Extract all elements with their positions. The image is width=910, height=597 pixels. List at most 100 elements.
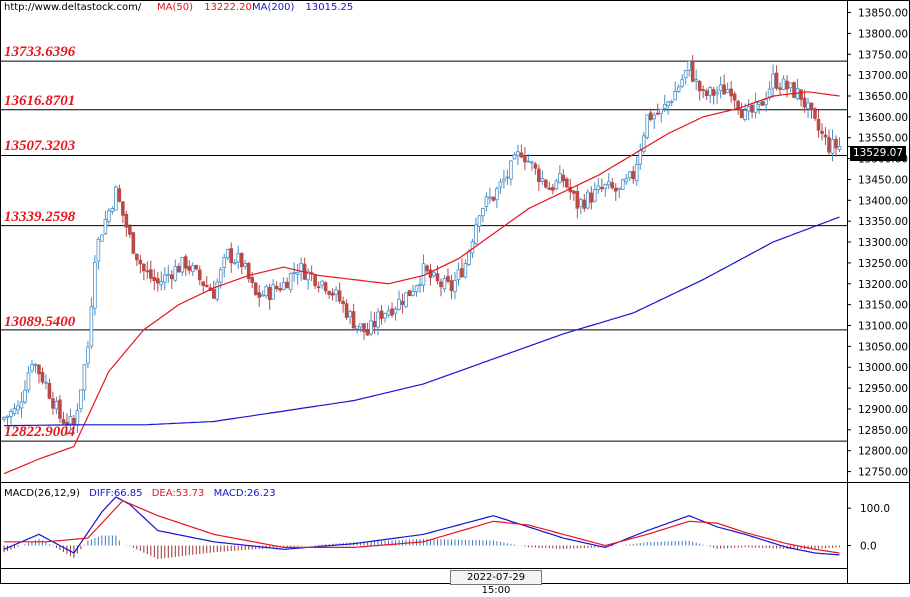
candle-body xyxy=(75,410,80,426)
ma200-value: 13015.25 xyxy=(305,2,354,13)
candle-body xyxy=(9,411,13,417)
candle-body xyxy=(51,398,55,409)
price-tick-label: 13050.00 xyxy=(858,341,908,353)
candle-body xyxy=(138,259,143,265)
candle-body xyxy=(690,61,695,82)
chart-canvas: 13850.00 13800.00 13750.00 13700.00 13650.00… xyxy=(0,0,910,584)
candle-body xyxy=(61,419,66,424)
candle-body xyxy=(757,102,761,105)
ma200-line xyxy=(3,216,840,427)
candle-body xyxy=(617,187,622,190)
candle-body xyxy=(533,163,538,169)
candle-body xyxy=(190,265,195,273)
candle-body xyxy=(351,311,356,329)
candle-body xyxy=(809,102,814,111)
candle-body xyxy=(107,210,111,222)
candle-body xyxy=(627,171,632,179)
candle-body xyxy=(477,215,482,227)
candle-body xyxy=(442,277,447,290)
candle-body xyxy=(372,320,377,328)
candle-body xyxy=(103,219,108,235)
candle-body xyxy=(491,196,496,201)
candle-body xyxy=(537,168,541,183)
candle-body xyxy=(729,88,733,97)
candle-body xyxy=(641,135,646,152)
candle-body xyxy=(30,363,34,372)
candle-body xyxy=(599,186,604,190)
candle-body xyxy=(596,185,601,190)
candle-body xyxy=(355,325,359,330)
candle-body xyxy=(121,201,125,216)
candle-body xyxy=(708,87,712,96)
candle-body xyxy=(648,112,653,121)
candle-body xyxy=(264,286,268,297)
candle-body xyxy=(397,298,401,310)
candle-body xyxy=(530,161,534,164)
price-tick-label: 13400.00 xyxy=(858,195,908,207)
candle-body xyxy=(110,208,115,212)
price-tick-label: 13600.00 xyxy=(858,112,908,124)
candle-body xyxy=(152,276,157,282)
candle-body xyxy=(390,308,394,316)
candle-body xyxy=(425,265,429,272)
candle-body xyxy=(764,98,768,105)
price-tick-label: 13000.00 xyxy=(858,362,908,374)
candle-body xyxy=(204,284,209,287)
candle-body xyxy=(711,89,716,96)
candle-body xyxy=(505,176,510,179)
price-tick-label: 13650.00 xyxy=(858,91,908,103)
candle-body xyxy=(68,416,73,425)
candle-body xyxy=(606,181,611,186)
candle-body xyxy=(446,275,450,282)
price-tick-label: 13800.00 xyxy=(858,28,908,40)
candle-body xyxy=(467,251,471,265)
candle-body xyxy=(320,280,324,286)
candle-body xyxy=(12,408,17,414)
candle-body xyxy=(33,363,38,366)
candle-body xyxy=(187,266,192,271)
candle-body xyxy=(341,300,345,305)
candle-body xyxy=(736,100,740,110)
candle-body xyxy=(225,249,230,259)
macd-tick-label: 100.0 xyxy=(860,503,890,515)
level-label-5: 13089.5400 xyxy=(4,314,76,330)
candle-body xyxy=(523,155,527,163)
candle-body xyxy=(418,283,422,286)
candle-body xyxy=(386,310,391,316)
candle-body xyxy=(813,108,817,119)
candle-body xyxy=(58,399,62,419)
candle-body xyxy=(379,310,384,319)
candle-body xyxy=(495,188,499,201)
candle-body xyxy=(575,191,580,209)
candle-body xyxy=(285,281,289,289)
candle-body xyxy=(526,160,531,163)
candle-body xyxy=(435,273,440,282)
candle-body xyxy=(5,415,10,418)
candle-body xyxy=(827,137,831,153)
candle-body xyxy=(687,60,691,71)
candle-body xyxy=(313,274,317,287)
candle-body xyxy=(383,313,387,319)
candle-body xyxy=(673,91,677,101)
candle-body xyxy=(694,79,698,82)
candle-body xyxy=(502,178,506,182)
candle-body xyxy=(753,101,758,113)
candle-body xyxy=(715,91,719,95)
candle-body xyxy=(680,79,684,87)
level-label-2: 13616.8701 xyxy=(4,93,76,109)
candle-body xyxy=(781,78,786,90)
candle-body xyxy=(16,405,20,411)
candle-body xyxy=(561,174,566,182)
candle-body xyxy=(799,89,803,100)
price-tick-label: 13200.00 xyxy=(858,279,908,291)
candle-body xyxy=(592,189,597,202)
crosshair-time-label: 2022-07-29 15:00 xyxy=(450,570,542,596)
candle-body xyxy=(124,213,129,228)
level-label-4: 13339.2598 xyxy=(4,209,76,225)
candle-body xyxy=(579,199,583,207)
price-tick-label: 13100.00 xyxy=(858,321,908,333)
price-tick-label: 13700.00 xyxy=(858,70,908,82)
candle-body xyxy=(229,248,234,264)
macd-dea-line xyxy=(4,499,840,554)
candle-body xyxy=(823,134,828,138)
